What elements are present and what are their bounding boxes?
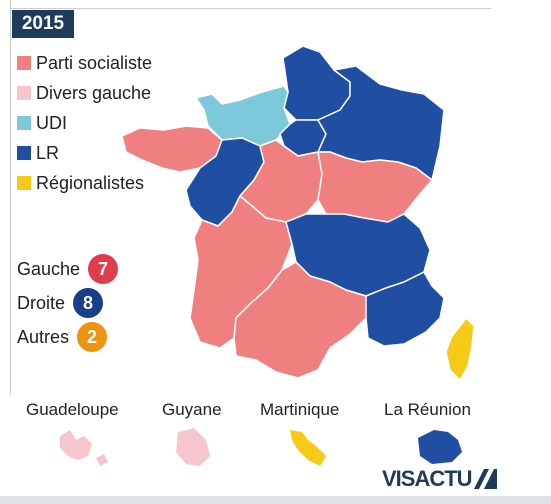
legend-label: UDI <box>36 112 67 133</box>
legend-item-lr: LR <box>17 138 152 168</box>
region-corse <box>445 317 475 381</box>
count-badge: 2 <box>77 322 108 352</box>
legend-label: Régionalistes <box>36 172 145 193</box>
left-border-line <box>10 0 11 395</box>
territory-guyane <box>176 428 210 466</box>
brand-text: VISACTU <box>382 466 473 491</box>
legend: Parti socialiste Divers gauche UDI LR Ré… <box>17 48 152 198</box>
territory-label-reunion: La Réunion <box>384 400 471 419</box>
region-paca <box>365 271 445 347</box>
count-droite: Droite 8 <box>17 286 118 320</box>
territory-martinique <box>290 430 326 466</box>
legend-swatch <box>17 56 31 70</box>
legend-label: Parti socialiste <box>36 52 153 73</box>
territory-guadeloupe <box>60 430 108 466</box>
top-border-line <box>10 8 491 9</box>
legend-item-regionalistes: Régionalistes <box>17 168 152 198</box>
region-occitanie <box>233 261 367 379</box>
count-gauche: Gauche 7 <box>17 252 119 286</box>
brand-mark-icon <box>473 469 497 489</box>
legend-label: LR <box>36 142 60 163</box>
count-label: Gauche <box>17 258 81 279</box>
seat-counts: Gauche 7 Droite 8 Autres 2 <box>17 252 119 354</box>
territory-label-guyane: Guyane <box>162 400 222 419</box>
legend-label: Divers gauche <box>36 82 152 103</box>
year-badge: 2015 <box>12 10 74 38</box>
legend-item-ps: Parti socialiste <box>17 48 152 78</box>
count-label: Droite <box>17 292 66 313</box>
territory-label-martinique: Martinique <box>260 400 340 419</box>
bottom-bar <box>0 496 551 504</box>
territory-reunion <box>418 430 462 464</box>
legend-swatch <box>17 146 31 160</box>
count-badge: 8 <box>73 288 104 318</box>
legend-item-udi: UDI <box>17 108 152 138</box>
territory-label-guadeloupe: Guadeloupe <box>26 400 119 419</box>
region-normandie <box>195 85 291 147</box>
count-autres: Autres 2 <box>17 320 118 354</box>
legend-swatch <box>17 86 31 100</box>
legend-swatch <box>17 116 31 130</box>
count-badge: 7 <box>88 254 119 284</box>
count-label: Autres <box>17 326 70 347</box>
visactu-logo: VISACTU <box>382 466 498 492</box>
region-bourgogne <box>317 151 433 223</box>
legend-swatch <box>17 176 31 190</box>
legend-item-dvg: Divers gauche <box>17 78 152 108</box>
